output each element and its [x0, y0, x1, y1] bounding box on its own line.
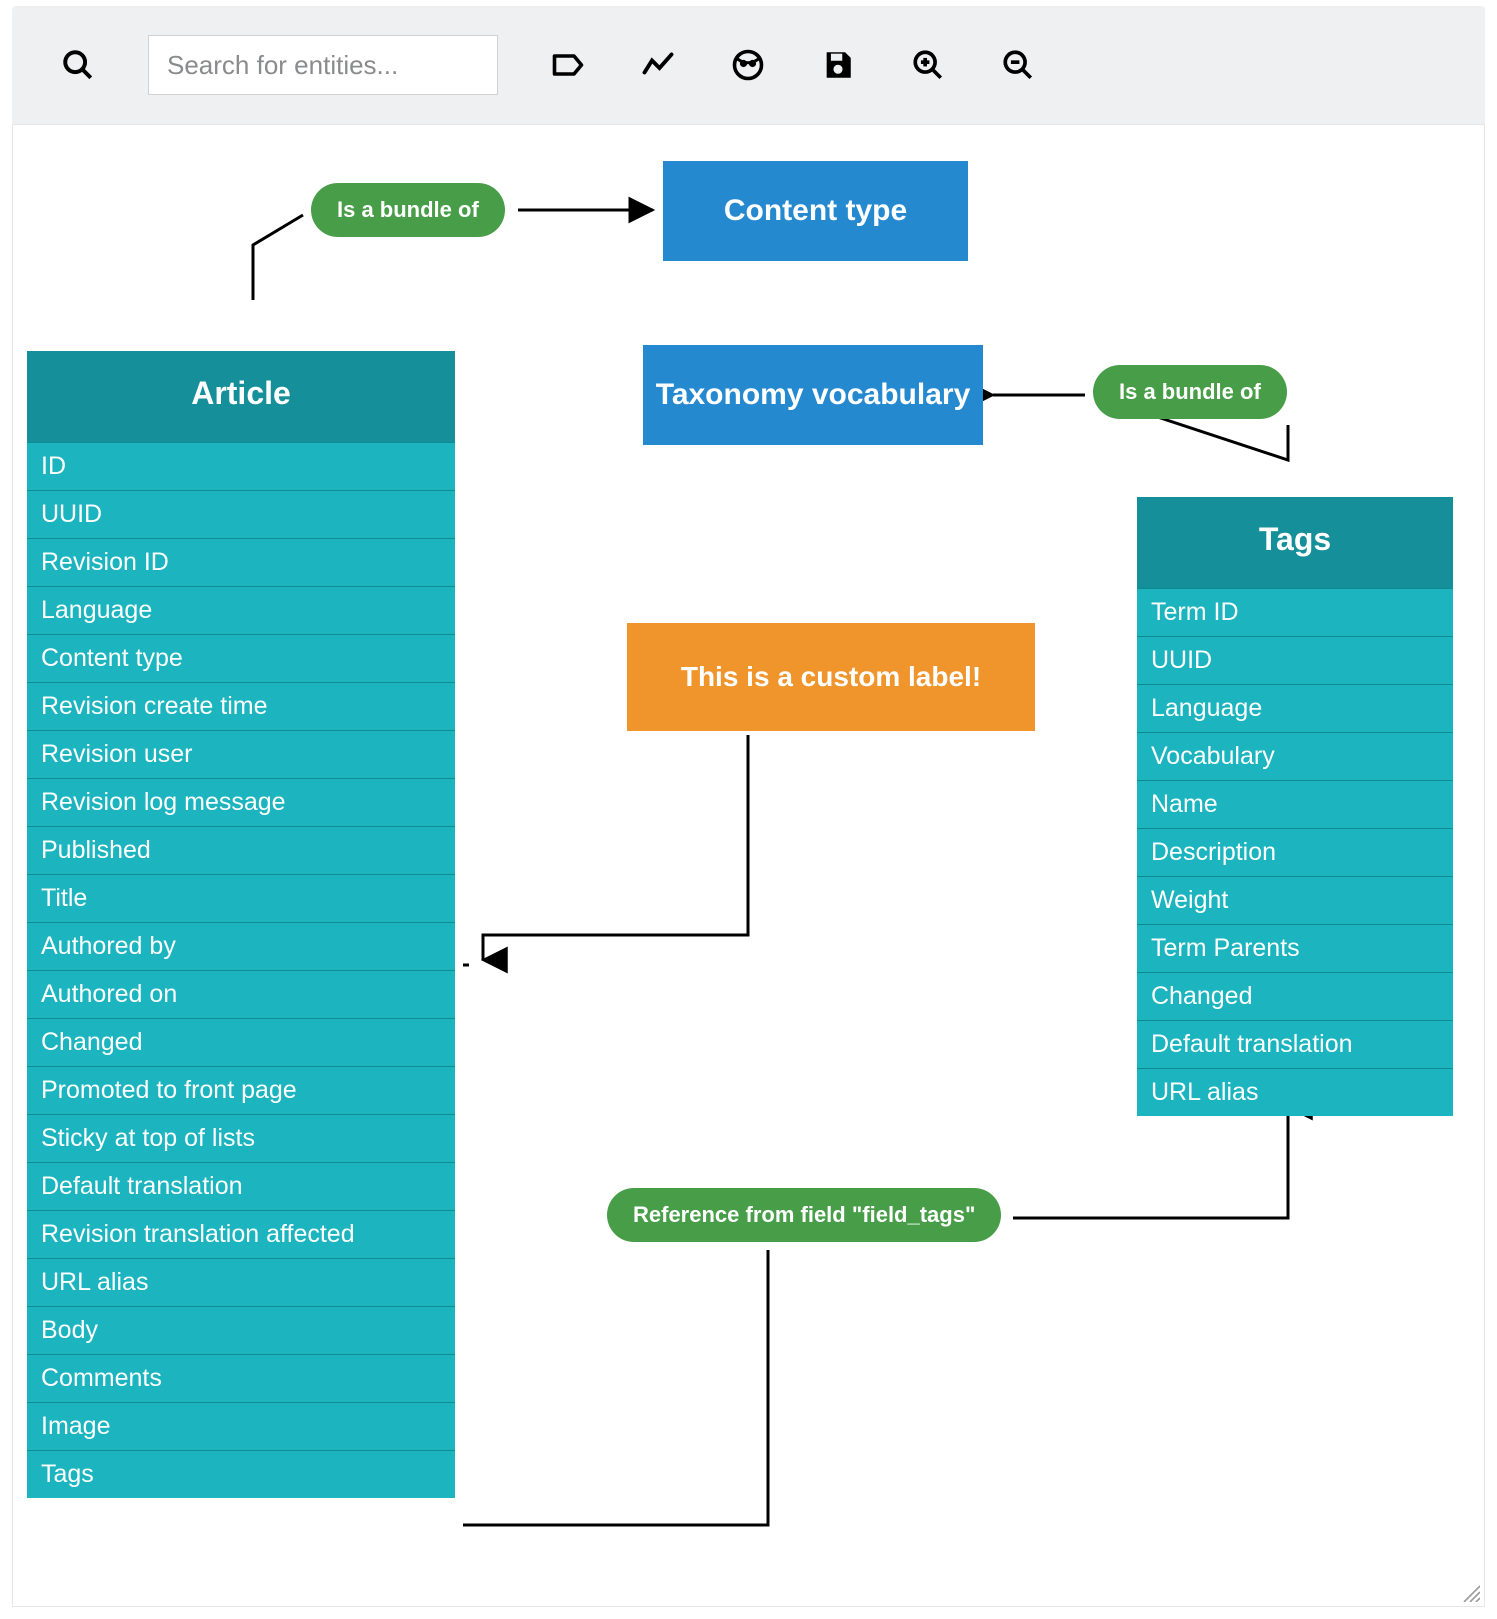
- zoom-in-icon[interactable]: [908, 45, 948, 85]
- entity-tags-header: Tags: [1137, 497, 1453, 588]
- article-field[interactable]: Authored on: [27, 970, 455, 1018]
- zoom-out-icon[interactable]: [998, 45, 1038, 85]
- tags-field[interactable]: Default translation: [1137, 1020, 1453, 1068]
- save-icon[interactable]: [818, 45, 858, 85]
- search-icon[interactable]: [58, 45, 98, 85]
- article-field[interactable]: Sticky at top of lists: [27, 1114, 455, 1162]
- article-field[interactable]: UUID: [27, 490, 455, 538]
- article-field[interactable]: Changed: [27, 1018, 455, 1066]
- content-type-box[interactable]: Content type: [663, 161, 968, 261]
- article-field[interactable]: Promoted to front page: [27, 1066, 455, 1114]
- tags-field[interactable]: Language: [1137, 684, 1453, 732]
- tags-field[interactable]: URL alias: [1137, 1068, 1453, 1116]
- tags-field[interactable]: Term ID: [1137, 588, 1453, 636]
- article-field[interactable]: ID: [27, 442, 455, 490]
- article-field[interactable]: Image: [27, 1402, 455, 1450]
- tags-field[interactable]: Changed: [1137, 972, 1453, 1020]
- resize-grip-icon[interactable]: [1460, 1582, 1480, 1602]
- search-input[interactable]: [148, 35, 498, 95]
- article-field[interactable]: URL alias: [27, 1258, 455, 1306]
- article-field[interactable]: Title: [27, 874, 455, 922]
- content-type-label: Content type: [724, 194, 907, 228]
- tags-field[interactable]: Name: [1137, 780, 1453, 828]
- article-field[interactable]: Comments: [27, 1354, 455, 1402]
- timeline-icon[interactable]: [638, 45, 678, 85]
- reference-pill-field-tags: Reference from field "field_tags": [607, 1188, 1001, 1242]
- tags-field[interactable]: UUID: [1137, 636, 1453, 684]
- toolbar: [12, 6, 1485, 124]
- article-field[interactable]: Tags: [27, 1450, 455, 1498]
- tags-field[interactable]: Weight: [1137, 876, 1453, 924]
- tags-field[interactable]: Description: [1137, 828, 1453, 876]
- taxonomy-vocabulary-label: Taxonomy vocabulary: [656, 378, 971, 412]
- diagram-canvas[interactable]: Content type Taxonomy vocabulary Is a bu…: [12, 124, 1485, 1607]
- taxonomy-vocabulary-box[interactable]: Taxonomy vocabulary: [643, 345, 983, 445]
- tags-field[interactable]: Term Parents: [1137, 924, 1453, 972]
- article-field[interactable]: Published: [27, 826, 455, 874]
- article-field[interactable]: Authored by: [27, 922, 455, 970]
- bundle-pill-tags: Is a bundle of: [1093, 365, 1287, 419]
- entity-article[interactable]: Article IDUUIDRevision IDLanguageContent…: [27, 351, 455, 1498]
- entity-tags[interactable]: Tags Term IDUUIDLanguageVocabularyNameDe…: [1137, 497, 1453, 1116]
- article-field[interactable]: Default translation: [27, 1162, 455, 1210]
- custom-label-box[interactable]: This is a custom label!: [627, 623, 1035, 731]
- article-field[interactable]: Content type: [27, 634, 455, 682]
- face-icon[interactable]: [728, 45, 768, 85]
- custom-label-text: This is a custom label!: [681, 661, 981, 693]
- entity-article-header: Article: [27, 351, 455, 442]
- tags-field[interactable]: Vocabulary: [1137, 732, 1453, 780]
- article-field[interactable]: Language: [27, 586, 455, 634]
- article-field[interactable]: Revision user: [27, 730, 455, 778]
- article-field[interactable]: Revision translation affected: [27, 1210, 455, 1258]
- article-field[interactable]: Revision log message: [27, 778, 455, 826]
- article-field[interactable]: Body: [27, 1306, 455, 1354]
- bundle-pill-article: Is a bundle of: [311, 183, 505, 237]
- article-field[interactable]: Revision create time: [27, 682, 455, 730]
- label-icon[interactable]: [548, 45, 588, 85]
- article-field[interactable]: Revision ID: [27, 538, 455, 586]
